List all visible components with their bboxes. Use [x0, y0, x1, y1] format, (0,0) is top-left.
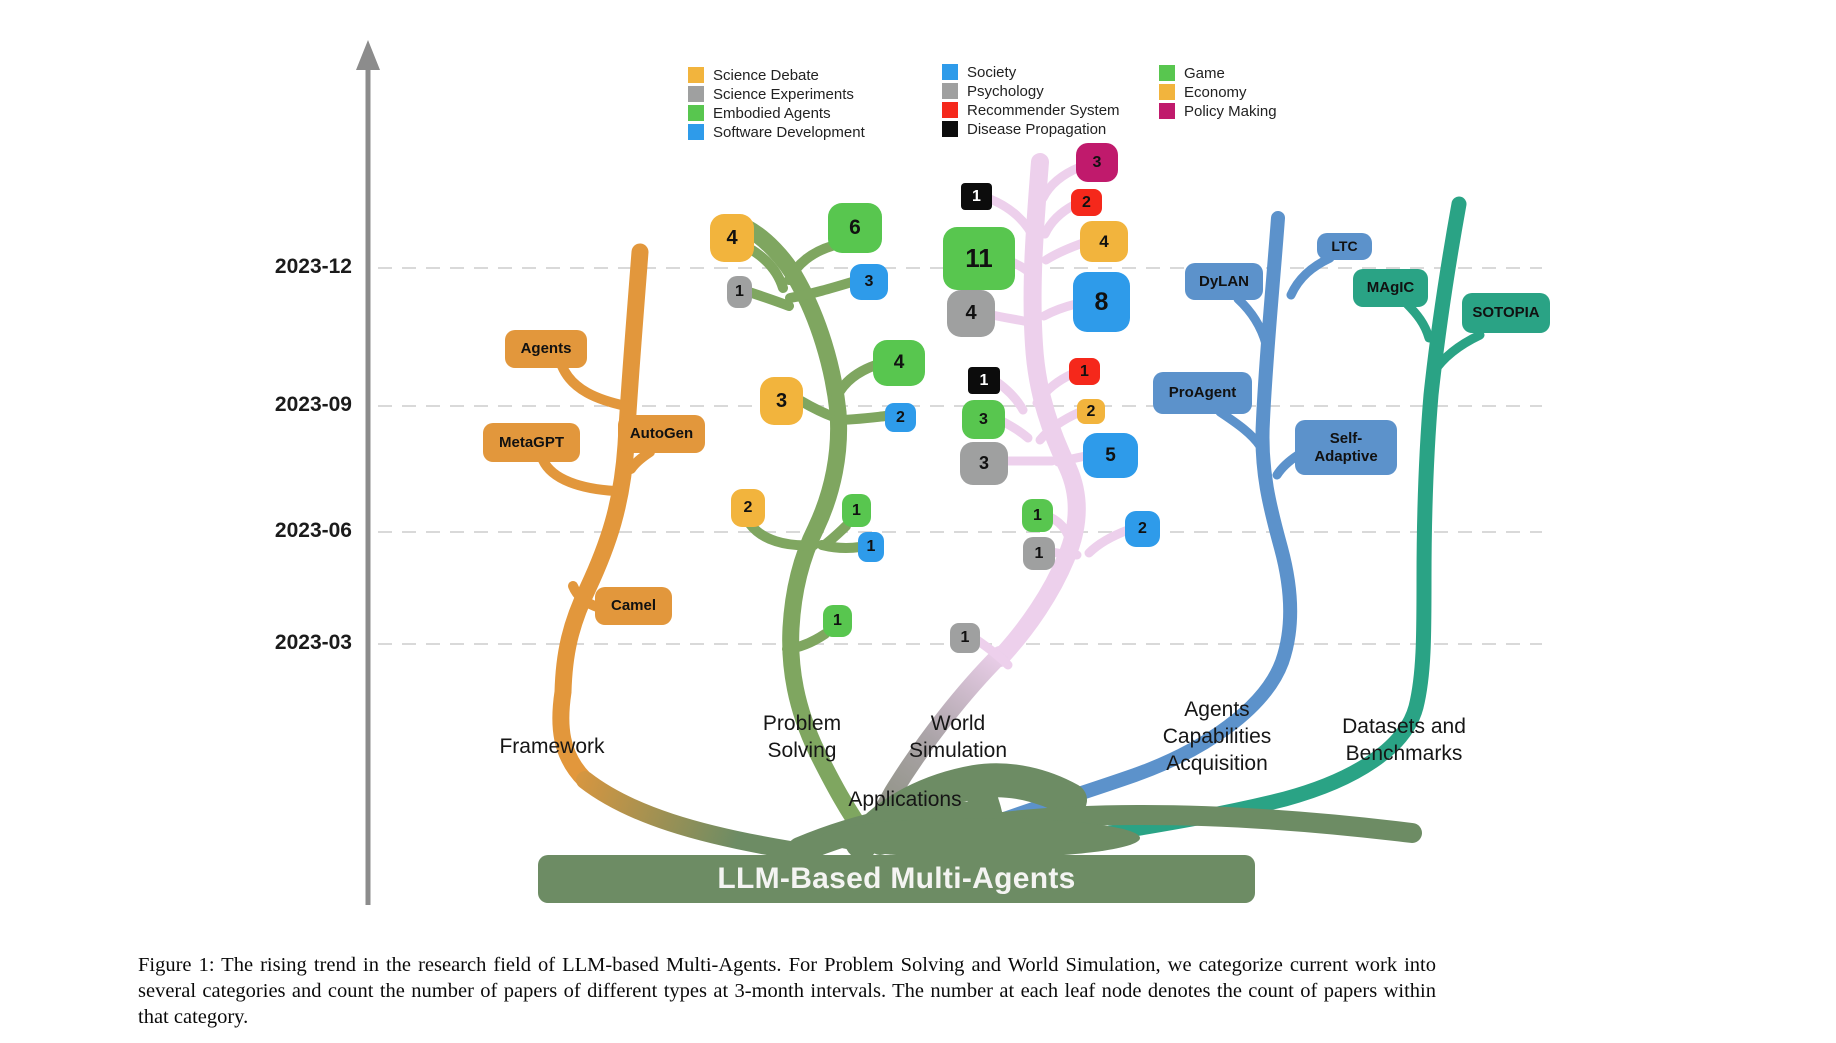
branch-label-applications: Applications: [848, 788, 962, 811]
legend-item-label: Society: [967, 64, 1017, 81]
legend-item-label: Policy Making: [1184, 103, 1277, 120]
root-banner-label: LLM-Based Multi-Agents: [717, 862, 1076, 895]
legend-item-label: Game: [1184, 65, 1225, 82]
count-node-problem-solving-software-development-1: 1: [858, 532, 884, 562]
software-development-swatch-icon: [688, 124, 704, 140]
count-node-world-simulation-society-5: 5: [1083, 433, 1138, 478]
branch-label-datasets-benchmarks: Datasets and Benchmarks: [1342, 715, 1466, 765]
figure-canvas: Science Debate Science Experiments Embodie…: [274, 40, 1550, 905]
recommender-system-swatch-icon: [942, 102, 958, 118]
embodied-agents-swatch-icon: [688, 105, 704, 121]
paper-label-magic: MAgIC: [1353, 269, 1428, 307]
count-node-world-simulation-game-11: 11: [943, 227, 1015, 290]
count-node-problem-solving-embodied-agents-1: 1: [842, 494, 871, 527]
root-banner: LLM-Based Multi-Agents: [538, 855, 1255, 903]
count-node-problem-solving-embodied-agents-6: 6: [828, 203, 882, 253]
count-node-problem-solving-science-debate-3: 3: [760, 377, 803, 425]
count-node-problem-solving-science-experiments-1: 1: [727, 276, 752, 308]
count-node-world-simulation-society-8: 8: [1073, 272, 1130, 332]
legend-item-label: Recommender System: [967, 102, 1120, 119]
paper-label-sotopia: SOTOPIA: [1462, 293, 1550, 333]
branch-label-problem-solving: Problem Solving: [762, 712, 842, 762]
count-node-problem-solving-software-development-2: 2: [885, 403, 916, 432]
count-node-world-simulation-economy-2: 2: [1077, 399, 1105, 424]
count-node-world-simulation-society-2: 2: [1125, 511, 1160, 547]
science-debate-swatch-icon: [688, 67, 704, 83]
figure-caption: Figure 1: The rising trend in the resear…: [138, 954, 1436, 1028]
count-node-world-simulation-game-3: 3: [962, 400, 1005, 439]
legend-item-science-experiments: Science Experiments: [688, 86, 854, 105]
count-node-problem-solving-embodied-agents-4: 4: [873, 340, 925, 386]
branch-label-world-simulation: World Simulation: [908, 712, 1008, 762]
count-node-world-simulation-recommender-system-2: 2: [1071, 189, 1102, 216]
legend-item-disease-propagation: Disease Propagation: [942, 121, 1106, 140]
legend-item-software-development: Software Development: [688, 124, 865, 143]
legend-item-psychology: Psychology: [942, 83, 1044, 102]
legend-item-label: Science Debate: [713, 67, 819, 84]
legend-item-label: Disease Propagation: [967, 121, 1107, 138]
paper-label-proagent: ProAgent: [1153, 372, 1252, 414]
branch-label-agents-capabilities: Agents Capabilities Acquisition: [1162, 698, 1272, 775]
paper-label-camel: Camel: [595, 587, 672, 625]
count-node-world-simulation-disease-propagation-1: 1: [968, 367, 1000, 394]
legend-item-economy: Economy: [1159, 84, 1247, 103]
paper-label-metagpt: MetaGPT: [483, 423, 580, 462]
timeline-label-2023-06: 2023-06: [274, 519, 352, 542]
count-node-world-simulation-psychology-4: 4: [947, 290, 995, 337]
agents-capabilities-branch: [968, 211, 1335, 837]
psychology-swatch-icon: [942, 83, 958, 99]
count-node-problem-solving-science-debate-2: 2: [731, 489, 765, 527]
paper-label-ltc: LTC: [1317, 233, 1372, 260]
count-node-world-simulation-psychology-3: 3: [960, 442, 1008, 485]
problem-solving-branch: [738, 219, 891, 845]
branch-label-framework: Framework: [499, 735, 605, 758]
paper-label-dylan: DyLAN: [1185, 263, 1263, 300]
legend-item-science-debate: Science Debate: [688, 67, 819, 86]
legend-item-label: Software Development: [713, 124, 865, 141]
legend-item-embodied-agents: Embodied Agents: [688, 105, 831, 124]
policy-making-swatch-icon: [1159, 103, 1175, 119]
economy-swatch-icon: [1159, 84, 1175, 100]
legend-item-label: Psychology: [967, 83, 1044, 100]
society-swatch-icon: [942, 64, 958, 80]
count-node-world-simulation-recommender-system-1: 1: [1069, 358, 1100, 385]
timeline-label-2023-03: 2023-03: [274, 631, 352, 654]
disease-propagation-swatch-icon: [942, 121, 958, 137]
legend-item-label: Science Experiments: [713, 86, 854, 103]
timeline-label-2023-12: 2023-12: [274, 255, 352, 278]
time-axis-arrow: [356, 40, 380, 905]
science-experiments-swatch-icon: [688, 86, 704, 102]
legend-item-recommender-system: Recommender System: [942, 102, 1120, 121]
legend-item-policy-making: Policy Making: [1159, 103, 1277, 122]
paper-label-agents: Agents: [505, 330, 587, 368]
paper-label-autogen: AutoGen: [618, 415, 705, 453]
count-node-problem-solving-software-development-3: 3: [850, 264, 888, 300]
legend-item-society: Society: [942, 64, 1016, 83]
count-node-world-simulation-policy-making-3: 3: [1076, 143, 1118, 182]
count-node-problem-solving-science-debate-4: 4: [710, 214, 754, 262]
count-node-world-simulation-psychology-1: 1: [950, 623, 980, 653]
legend-item-label: Embodied Agents: [713, 105, 831, 122]
count-node-problem-solving-embodied-agents-1: 1: [823, 605, 852, 637]
paper-label-self-adaptive: Self- Adaptive: [1295, 420, 1397, 475]
count-node-world-simulation-psychology-1: 1: [1023, 537, 1055, 570]
world-simulation-branch: [859, 153, 1133, 851]
count-node-world-simulation-disease-propagation-1: 1: [961, 183, 992, 210]
count-node-world-simulation-economy-4: 4: [1080, 221, 1128, 262]
game-swatch-icon: [1159, 65, 1175, 81]
root-fan: [787, 763, 1422, 863]
legend-item-label: Economy: [1184, 84, 1247, 101]
count-node-world-simulation-game-1: 1: [1022, 499, 1053, 532]
legend-item-game: Game: [1159, 65, 1225, 84]
timeline-label-2023-09: 2023-09: [274, 393, 352, 416]
